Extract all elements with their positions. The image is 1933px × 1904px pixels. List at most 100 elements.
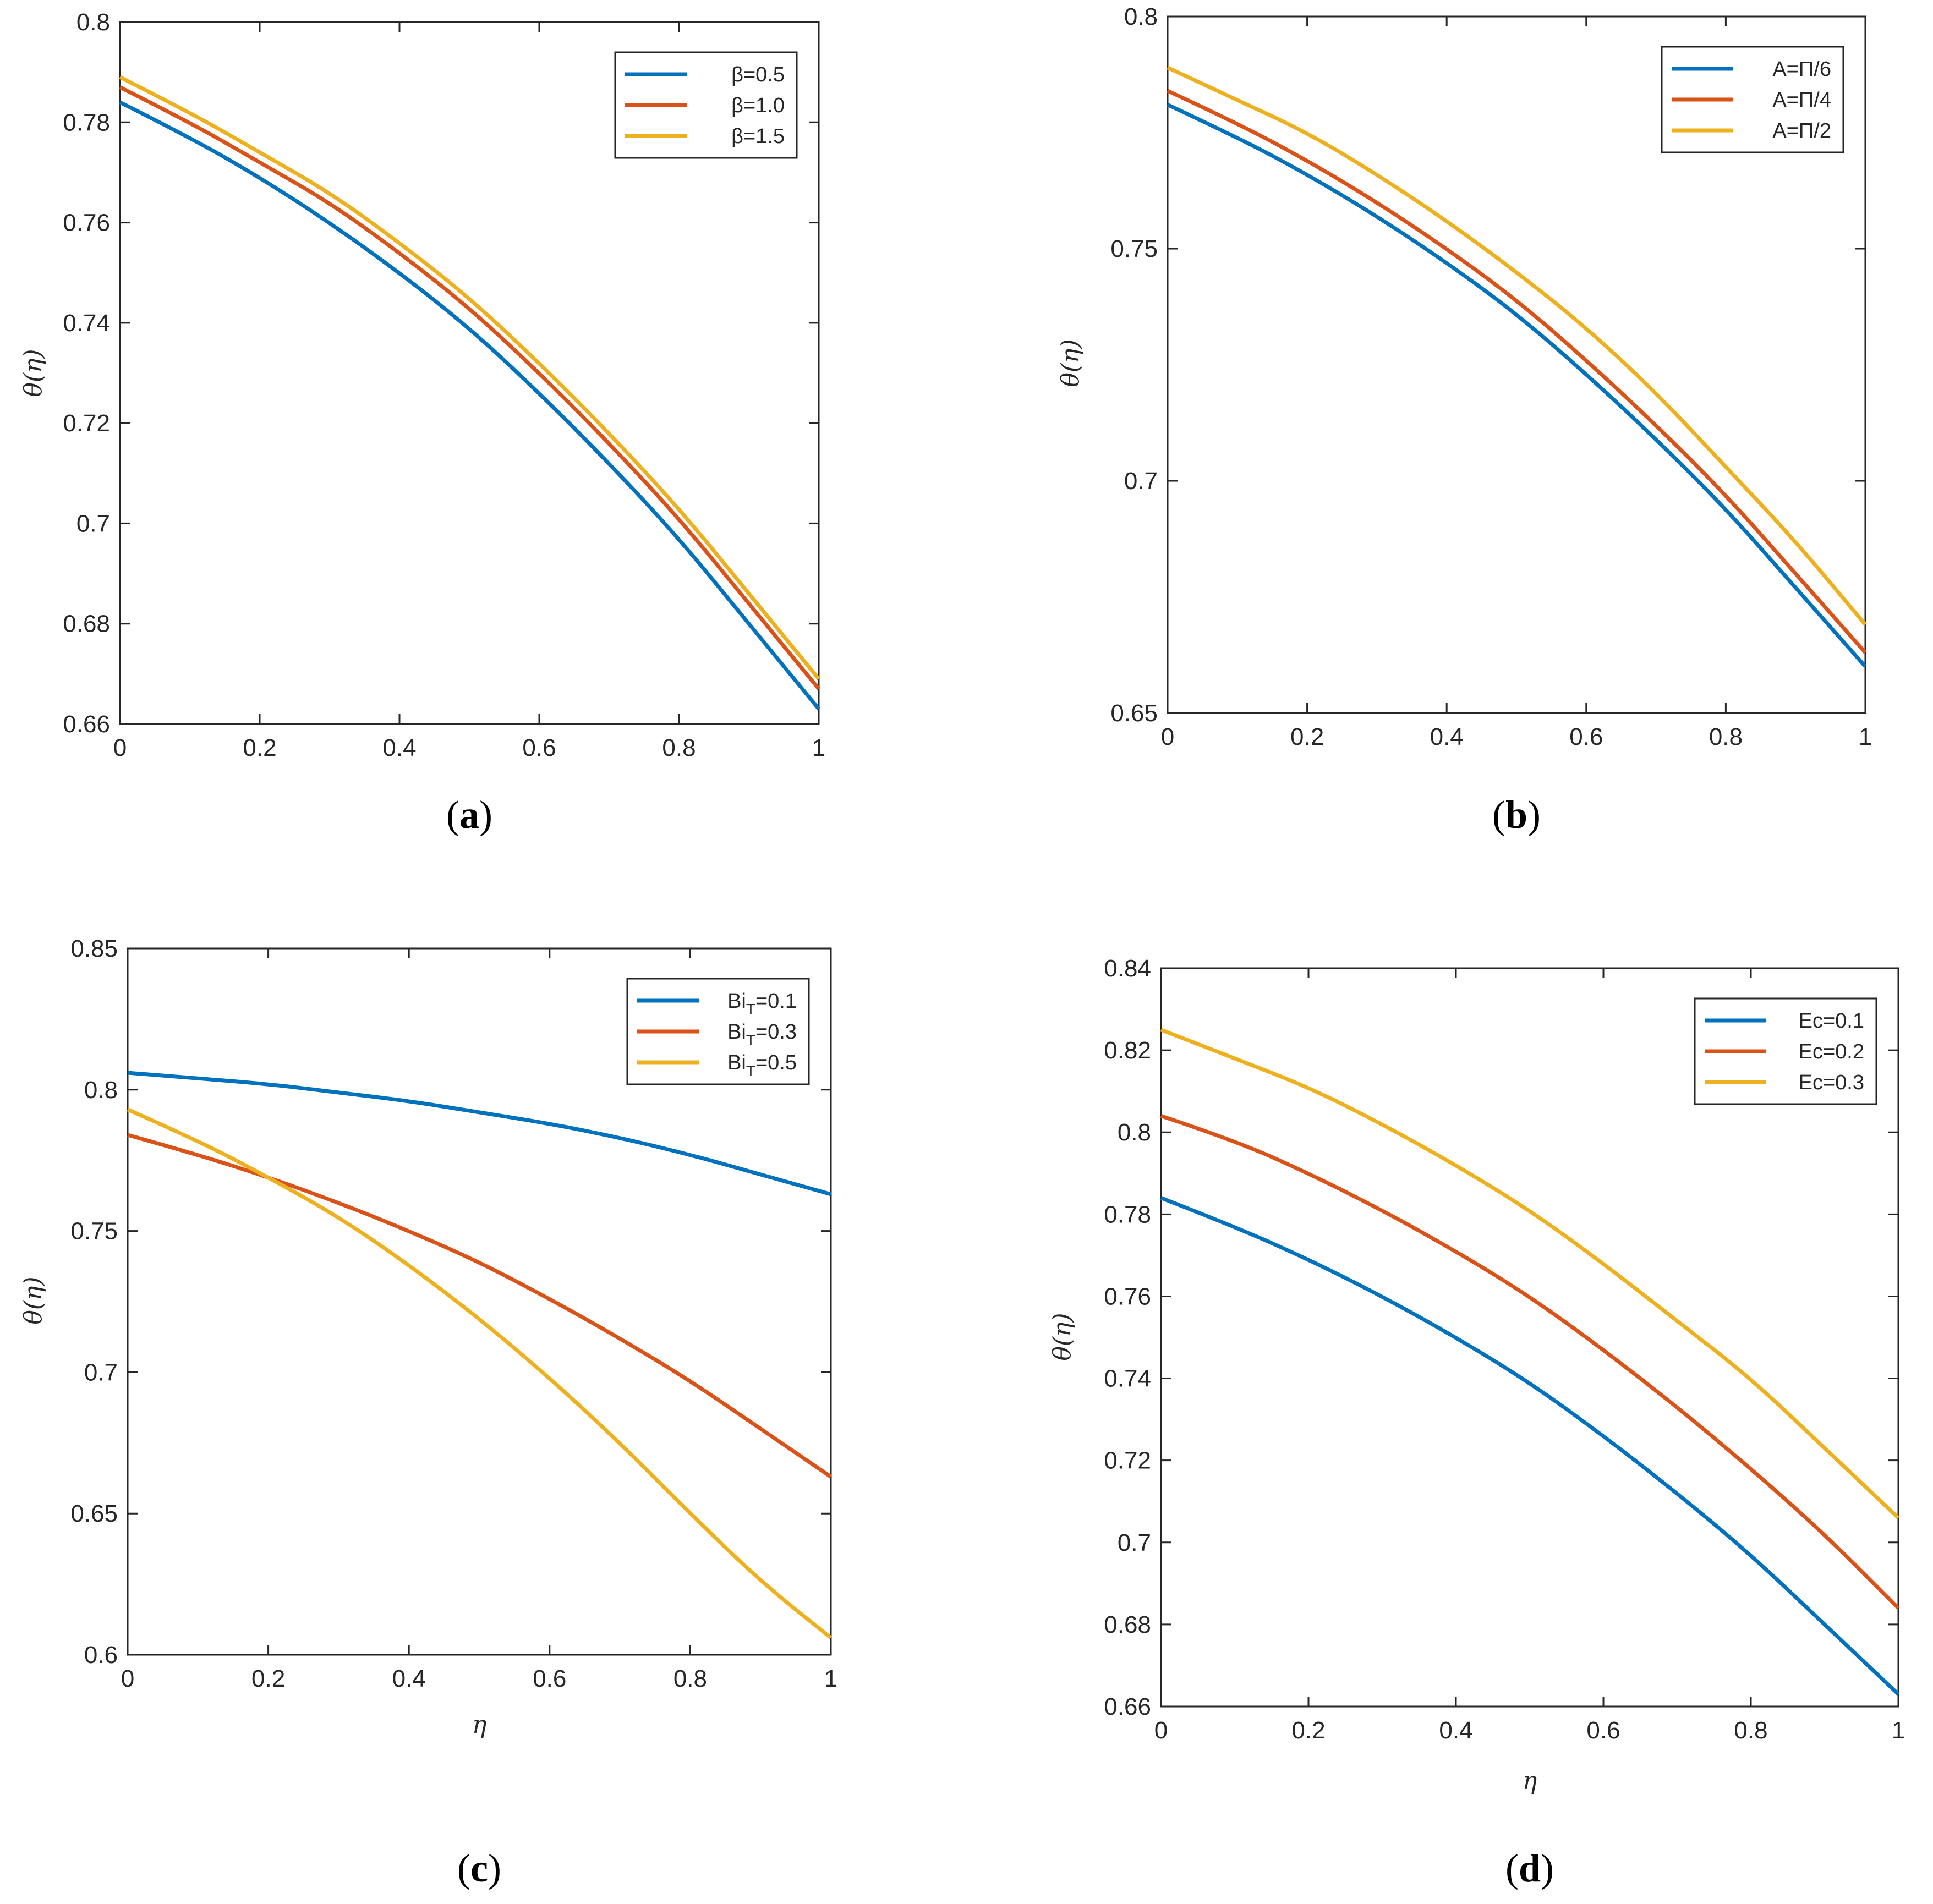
x-tick-label: 0.4 xyxy=(392,1665,426,1692)
y-tick-label: 0.78 xyxy=(63,109,110,136)
caption-close: ) xyxy=(488,1846,501,1890)
y-tick-label: 0.8 xyxy=(76,9,110,36)
legend-label: A=Π/4 xyxy=(1772,89,1831,112)
y-tick-label: 0.82 xyxy=(1104,1037,1151,1064)
x-tick-label: 0.8 xyxy=(1709,723,1743,750)
y-tick-label: 0.74 xyxy=(63,310,110,337)
y-tick-label: 0.76 xyxy=(1104,1283,1151,1310)
legend-label-value: =0.1 xyxy=(755,990,797,1013)
legend-label: BiT=0.3 xyxy=(727,1020,797,1049)
y-tick-label: 0.72 xyxy=(1104,1447,1151,1474)
legend-label: A=Π/2 xyxy=(1772,119,1831,142)
series-line-3 xyxy=(1167,65,1867,626)
x-tick-label: 1 xyxy=(1859,723,1872,750)
x-tick-label: 0.6 xyxy=(522,734,556,761)
y-tick-label: 0.7 xyxy=(84,1359,118,1386)
y-tick-label: 0.84 xyxy=(1104,955,1151,982)
caption-close: ) xyxy=(1527,793,1541,837)
legend-label: BiT=0.1 xyxy=(727,990,797,1018)
series-line-2 xyxy=(119,85,820,690)
caption-open: ( xyxy=(446,793,459,837)
y-tick-label: 0.65 xyxy=(1110,700,1158,727)
y-tick-label: 0.6 xyxy=(84,1642,118,1669)
y-tick-label: 0.85 xyxy=(70,935,118,962)
legend-label-value: =0.5 xyxy=(755,1051,797,1074)
caption-letter: b xyxy=(1505,793,1527,837)
legend-label-subscript: T xyxy=(746,1062,755,1079)
y-tick-label: 0.76 xyxy=(63,210,110,237)
y-tick-label: 0.65 xyxy=(70,1500,118,1527)
y-axis-label: θ(η) xyxy=(1048,1313,1076,1360)
caption-open: ( xyxy=(1492,793,1505,837)
x-tick-label: 0.2 xyxy=(1291,1717,1325,1744)
y-tick-label: 0.7 xyxy=(1124,468,1158,495)
legend-label: β=1.5 xyxy=(731,125,785,148)
x-tick-label: 0.6 xyxy=(533,1665,566,1692)
y-tick-label: 0.68 xyxy=(63,611,110,638)
legend: β=0.5 β=1.0 β=1.5 xyxy=(614,51,798,159)
legend-label: Ec=0.3 xyxy=(1799,1071,1864,1094)
x-tick-label: 0.6 xyxy=(1586,1717,1620,1744)
series-line-1 xyxy=(1167,103,1867,668)
chart-panel-b: 0 0.2 0.4 0.6 0.8 10.650.70.750.8θ(η)A=Π/6A=Π… xyxy=(1056,3,1872,837)
series-line-1 xyxy=(127,1071,831,1197)
y-axis-label: θ(η) xyxy=(19,1276,47,1324)
x-tick-label: 1 xyxy=(1892,1717,1905,1744)
legend-label: Ec=0.2 xyxy=(1799,1040,1864,1063)
x-tick-label: 0 xyxy=(1154,1717,1168,1744)
x-axis-label: η xyxy=(472,1711,486,1739)
caption-open: ( xyxy=(1505,1846,1519,1890)
series-line-3 xyxy=(1160,1028,1900,1519)
series-line-2 xyxy=(1160,1114,1900,1610)
x-tick-label: 0.4 xyxy=(382,734,416,761)
y-tick-label: 0.66 xyxy=(63,711,110,738)
chart-panel-a: 0 0.2 0.4 0.6 0.8 1 0.66 0.68 0.7 0.72 0.74 0.76 0.7… xyxy=(19,9,825,837)
legend-label-name: Bi xyxy=(727,990,746,1013)
y-tick-label: 0.66 xyxy=(1104,1693,1151,1720)
x-tick-label: 0.2 xyxy=(251,1665,285,1692)
legend-label: β=0.5 xyxy=(731,63,785,86)
y-tick-label: 0.8 xyxy=(1124,3,1158,30)
panel-caption: (b) xyxy=(1492,793,1541,837)
caption-letter: c xyxy=(470,1846,488,1890)
series-line-3 xyxy=(127,1107,833,1639)
y-tick-label: 0.8 xyxy=(84,1077,118,1104)
chart-panel-d: 0 0.2 0.4 0.6 0.8 1 0.66 0.68 0.7 0.72 0.74 0.76 0.7… xyxy=(1048,955,1905,1890)
y-axis-label: θ(η) xyxy=(19,349,47,397)
legend-label-name: Bi xyxy=(727,1051,746,1074)
caption-close: ) xyxy=(479,793,492,837)
legend-label: Ec=0.1 xyxy=(1799,1009,1864,1033)
panel-caption: (a) xyxy=(446,793,492,837)
y-tick-label: 0.75 xyxy=(1110,235,1158,262)
legend: A=Π/6 A=Π/4 A=Π/2 xyxy=(1661,46,1844,153)
legend-label-subscript: T xyxy=(746,1031,755,1049)
x-tick-label: 0 xyxy=(113,734,127,761)
legend-box xyxy=(614,51,798,159)
x-axis-label: η xyxy=(1523,1767,1537,1795)
legend-label: β=1.0 xyxy=(731,94,785,117)
series-line-3 xyxy=(119,75,820,681)
y-tick-label: 0.7 xyxy=(76,510,110,537)
series-line-1 xyxy=(119,100,820,710)
x-tick-label: 0.8 xyxy=(673,1665,707,1692)
legend-label: BiT=0.5 xyxy=(727,1051,797,1079)
caption-close: ) xyxy=(1541,1846,1554,1890)
x-tick-label: 0.8 xyxy=(1734,1717,1767,1744)
x-tick-label: 0.8 xyxy=(662,734,696,761)
y-tick-label: 0.68 xyxy=(1104,1611,1151,1638)
x-tick-label: 0.4 xyxy=(1430,723,1464,750)
x-tick-label: 1 xyxy=(812,734,825,761)
legend-label-subscript: T xyxy=(746,1001,755,1018)
series-line-2 xyxy=(1167,89,1867,654)
y-tick-label: 0.75 xyxy=(70,1218,118,1245)
x-tick-label: 0 xyxy=(1161,723,1174,750)
x-tick-label: 0.6 xyxy=(1569,723,1603,750)
x-tick-label: 0 xyxy=(121,1665,134,1692)
x-tick-label: 0.4 xyxy=(1439,1717,1472,1744)
x-tick-label: 0.2 xyxy=(243,734,276,761)
series-line-1 xyxy=(1160,1196,1900,1696)
y-tick-label: 0.7 xyxy=(1118,1529,1151,1556)
legend: Ec=0.1 Ec=0.2 Ec=0.3 xyxy=(1694,997,1877,1105)
